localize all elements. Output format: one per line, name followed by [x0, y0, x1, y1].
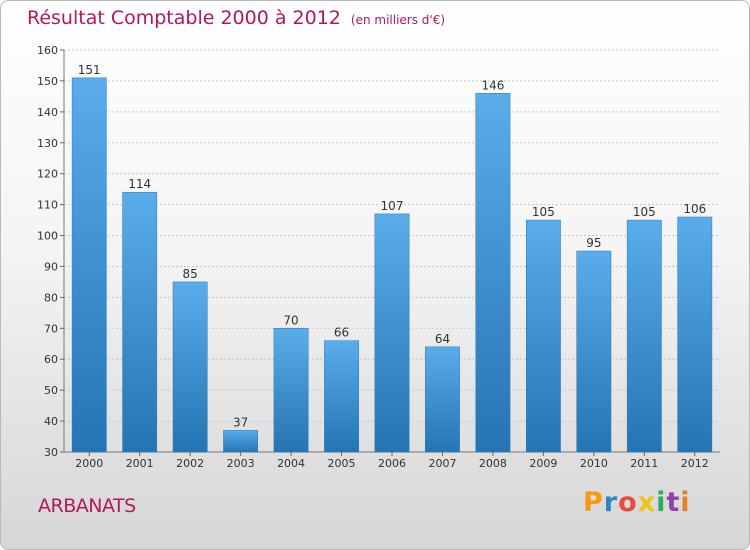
axes: 30 40 50 60 70 80 90 100 110 120 130 140 150 160 2000 2… — [37, 44, 720, 470]
bar — [374, 213, 410, 453]
data-label: 64 — [435, 332, 450, 346]
x-tick-label: 2012 — [681, 457, 709, 470]
y-tick-label: 130 — [37, 137, 58, 150]
y-tick-label: 50 — [44, 384, 58, 397]
place-name: ARBANATS — [38, 495, 136, 517]
y-tick-label: 60 — [44, 353, 58, 366]
proxiti-logo[interactable]: Proxiti — [583, 487, 691, 518]
logo-letter: o — [618, 487, 638, 518]
x-tick-label: 2007 — [428, 457, 456, 470]
x-tick-label: 2006 — [378, 457, 406, 470]
bar — [525, 219, 561, 453]
bar — [425, 346, 460, 453]
y-tick-label: 150 — [37, 75, 58, 88]
logo-letter: P — [583, 487, 604, 518]
y-tick-label: 160 — [37, 44, 58, 57]
logo-letter: i — [656, 487, 667, 518]
x-tick-label: 2005 — [328, 457, 356, 470]
y-tick-label: 120 — [37, 168, 58, 181]
chart-title-text: Résultat Comptable 2000 à 2012 — [27, 7, 341, 29]
y-tick-label: 110 — [37, 199, 58, 212]
x-tick-label: 2004 — [277, 457, 305, 470]
bar — [626, 219, 662, 453]
x-tick-label: 2011 — [630, 457, 658, 470]
chart-title: Résultat Comptable 2000 à 2012 (en millie… — [27, 7, 445, 29]
bars — [71, 77, 713, 453]
data-label: 106 — [683, 202, 706, 216]
bar — [71, 77, 107, 453]
logo-letter: r — [603, 487, 619, 518]
data-label: 146 — [481, 78, 504, 92]
data-label: 114 — [128, 177, 151, 191]
bar — [172, 281, 208, 453]
y-tick-label: 40 — [44, 415, 58, 428]
bar — [273, 328, 309, 453]
y-tick-label: 30 — [44, 446, 58, 459]
y-tick-label: 80 — [44, 291, 58, 304]
data-label: 107 — [381, 199, 404, 213]
data-label: 66 — [334, 326, 349, 340]
data-labels: 151 114 85 37 70 66 107 64 146 105 95 105 106 — [78, 63, 706, 430]
bar — [122, 191, 158, 453]
x-tick-label: 2002 — [176, 457, 204, 470]
logo-letter: t — [666, 487, 681, 518]
bar — [324, 340, 359, 453]
bar — [677, 216, 713, 453]
logo-letter: i — [680, 487, 691, 518]
y-tick-label: 100 — [37, 230, 58, 243]
y-tick-label: 70 — [44, 322, 58, 335]
data-label: 151 — [78, 63, 101, 77]
logo-letter: x — [637, 487, 657, 518]
x-tick-label: 2009 — [529, 457, 557, 470]
bar — [223, 430, 259, 453]
y-tick-label: 140 — [37, 106, 58, 119]
data-label: 70 — [283, 313, 298, 327]
data-label: 95 — [586, 236, 601, 250]
data-label: 105 — [532, 205, 555, 219]
data-label: 85 — [183, 267, 198, 281]
x-tick-label: 2008 — [479, 457, 507, 470]
y-tick-label: 90 — [44, 260, 58, 273]
x-tick-label: 2000 — [75, 457, 103, 470]
bar — [576, 250, 612, 453]
x-tick-label: 2010 — [580, 457, 608, 470]
x-tick-label: 2003 — [227, 457, 255, 470]
data-label: 37 — [233, 415, 248, 429]
data-label: 105 — [633, 205, 656, 219]
x-tick-label: 2001 — [126, 457, 154, 470]
bar — [475, 93, 511, 453]
chart-subtitle: (en milliers d'€) — [350, 13, 446, 27]
